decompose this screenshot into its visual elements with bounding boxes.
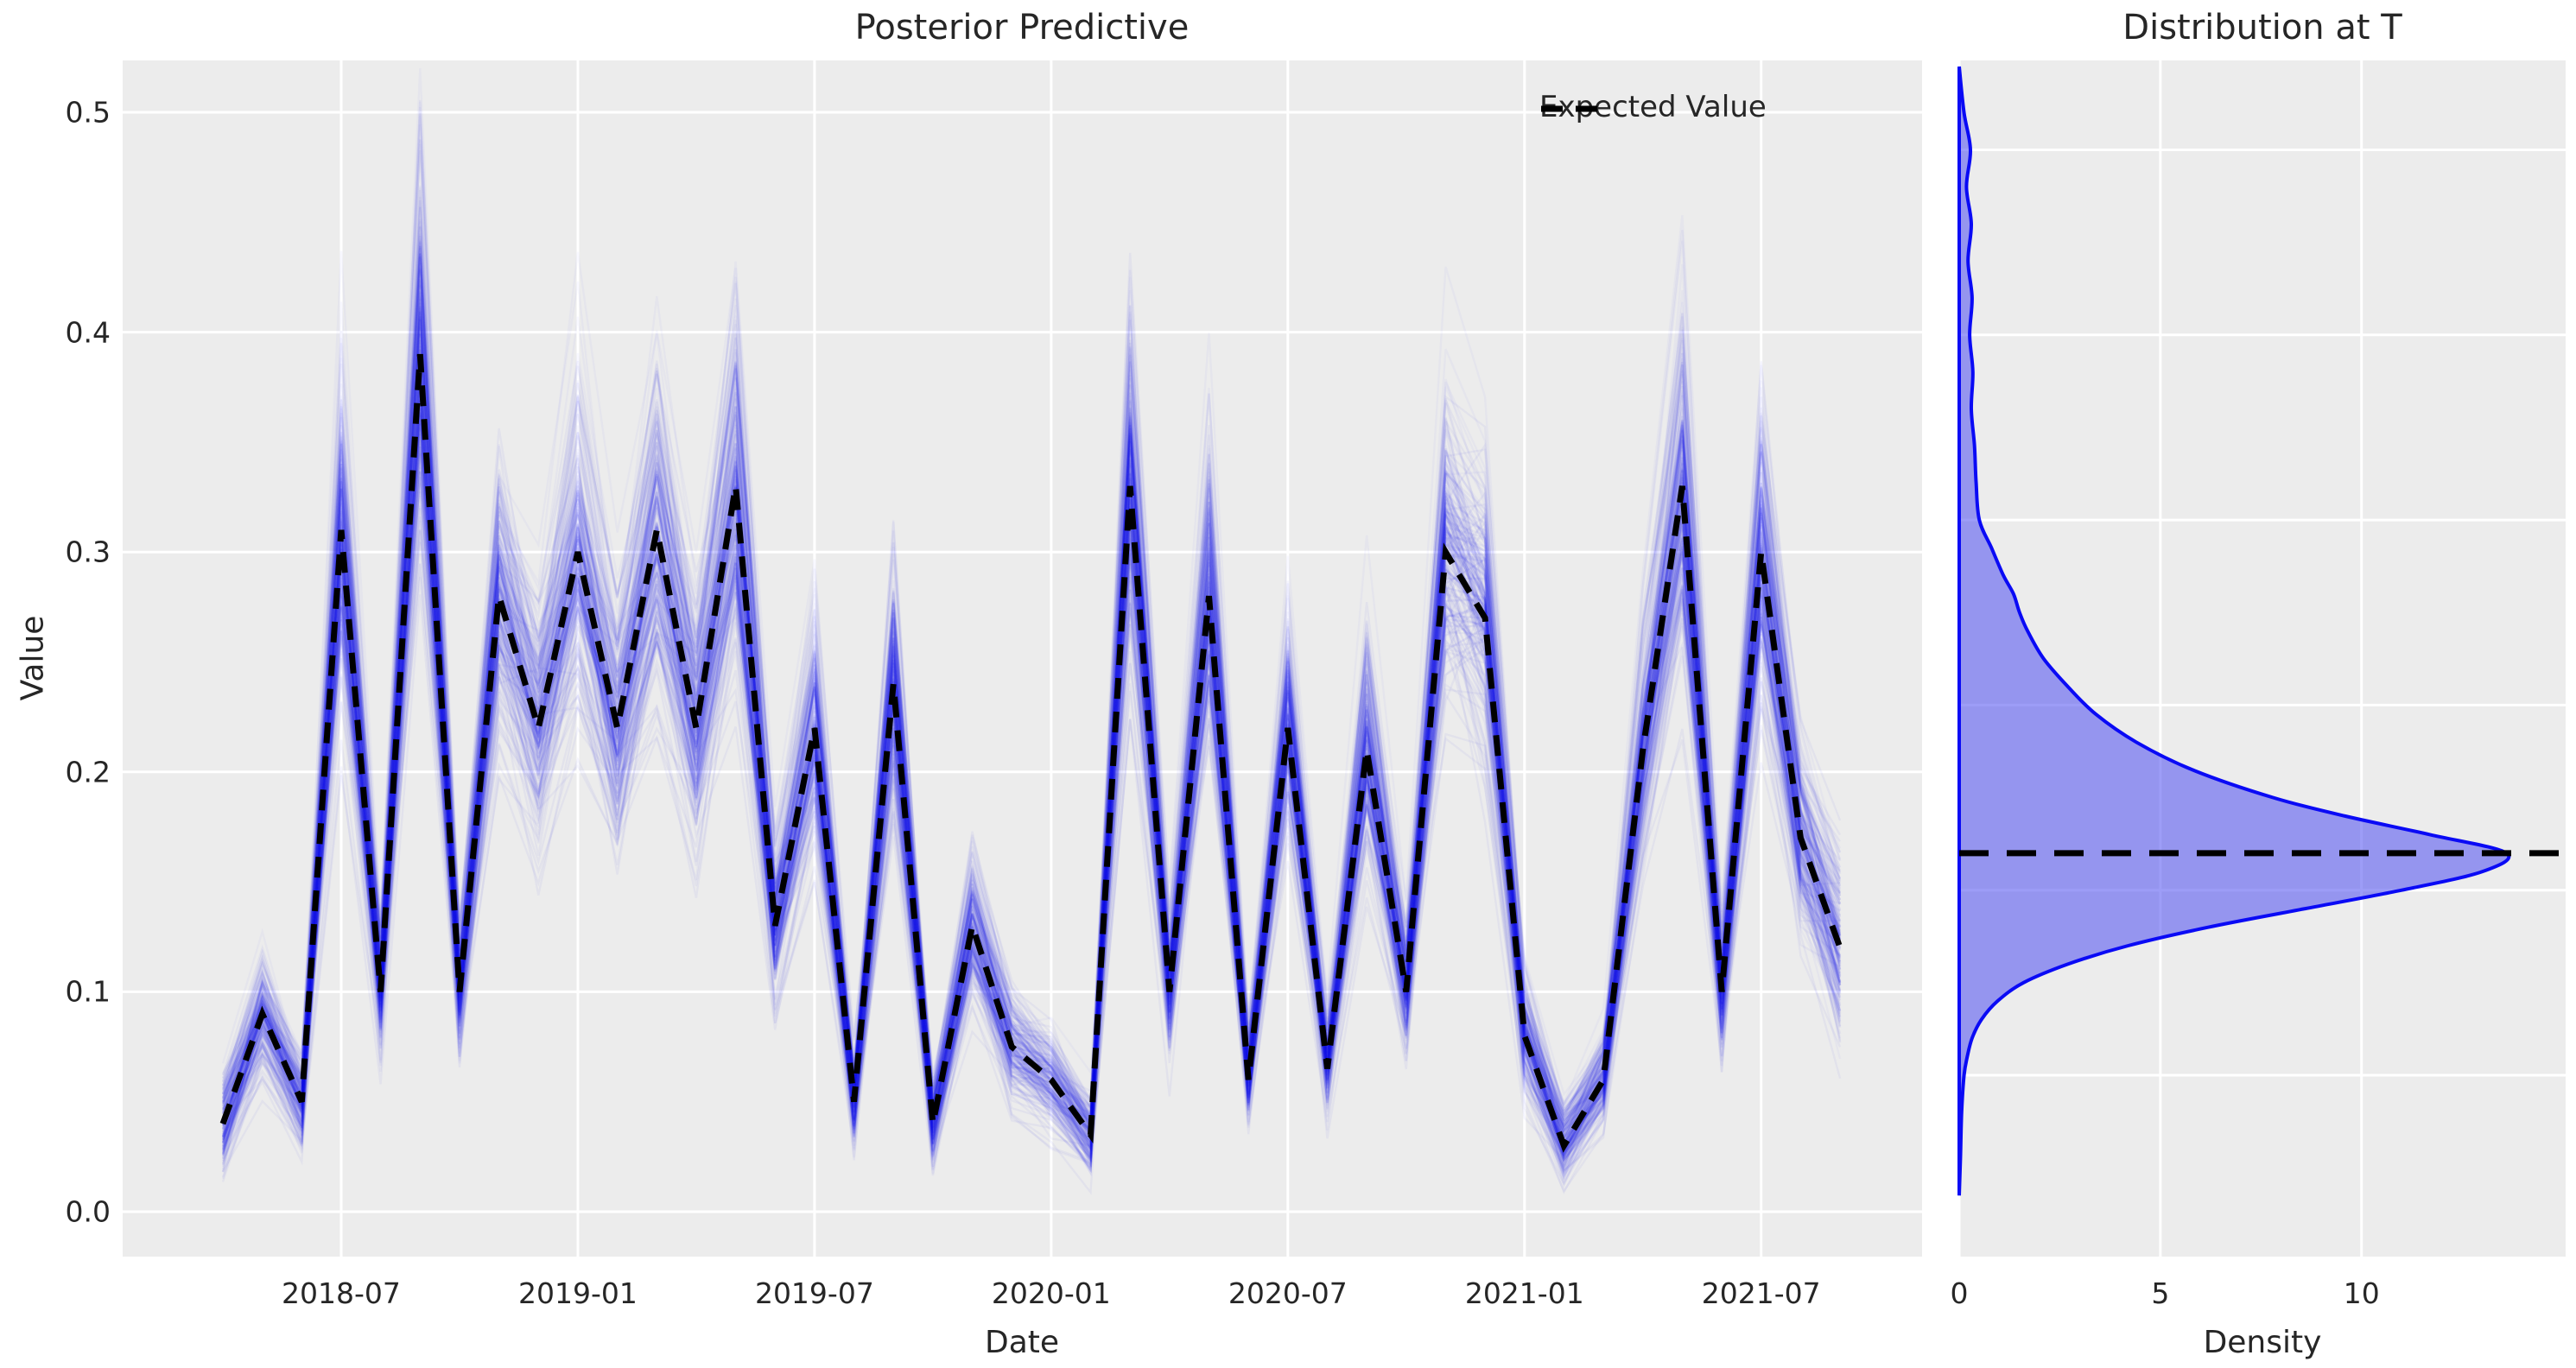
legend: Expected Value — [1539, 90, 1767, 124]
expected-value-legend-line — [1541, 105, 1607, 112]
left-chart-title: Posterior Predictive — [854, 8, 1190, 48]
y-axis-label: Value — [15, 615, 51, 701]
y-tick-label: 0.1 — [65, 974, 111, 1009]
x-tick-label: 2019-07 — [754, 1276, 874, 1310]
x-axis-label-density: Density — [2203, 1325, 2322, 1360]
right-chart-title: Distribution at T — [2122, 8, 2402, 48]
x-tick-label: 2019-01 — [517, 1276, 638, 1310]
x-tick-label: 2021-01 — [1464, 1276, 1584, 1310]
y-tick-label: 0.0 — [65, 1194, 111, 1229]
density-tick-label: 5 — [2151, 1276, 2170, 1310]
x-tick-label: 2020-07 — [1228, 1276, 1348, 1310]
y-tick-label: 0.3 — [65, 535, 111, 569]
x-tick-label: 2020-01 — [991, 1276, 1111, 1310]
y-tick-label: 0.5 — [65, 95, 111, 130]
y-tick-label: 0.4 — [65, 315, 111, 350]
x-tick-label: 2018-07 — [282, 1276, 401, 1310]
density-tick-label: 10 — [2343, 1276, 2380, 1310]
y-tick-label: 0.2 — [65, 755, 111, 789]
x-axis-label-date: Date — [984, 1325, 1060, 1360]
density-tick-label: 0 — [1950, 1276, 1969, 1310]
x-tick-label: 2021-07 — [1701, 1276, 1821, 1310]
